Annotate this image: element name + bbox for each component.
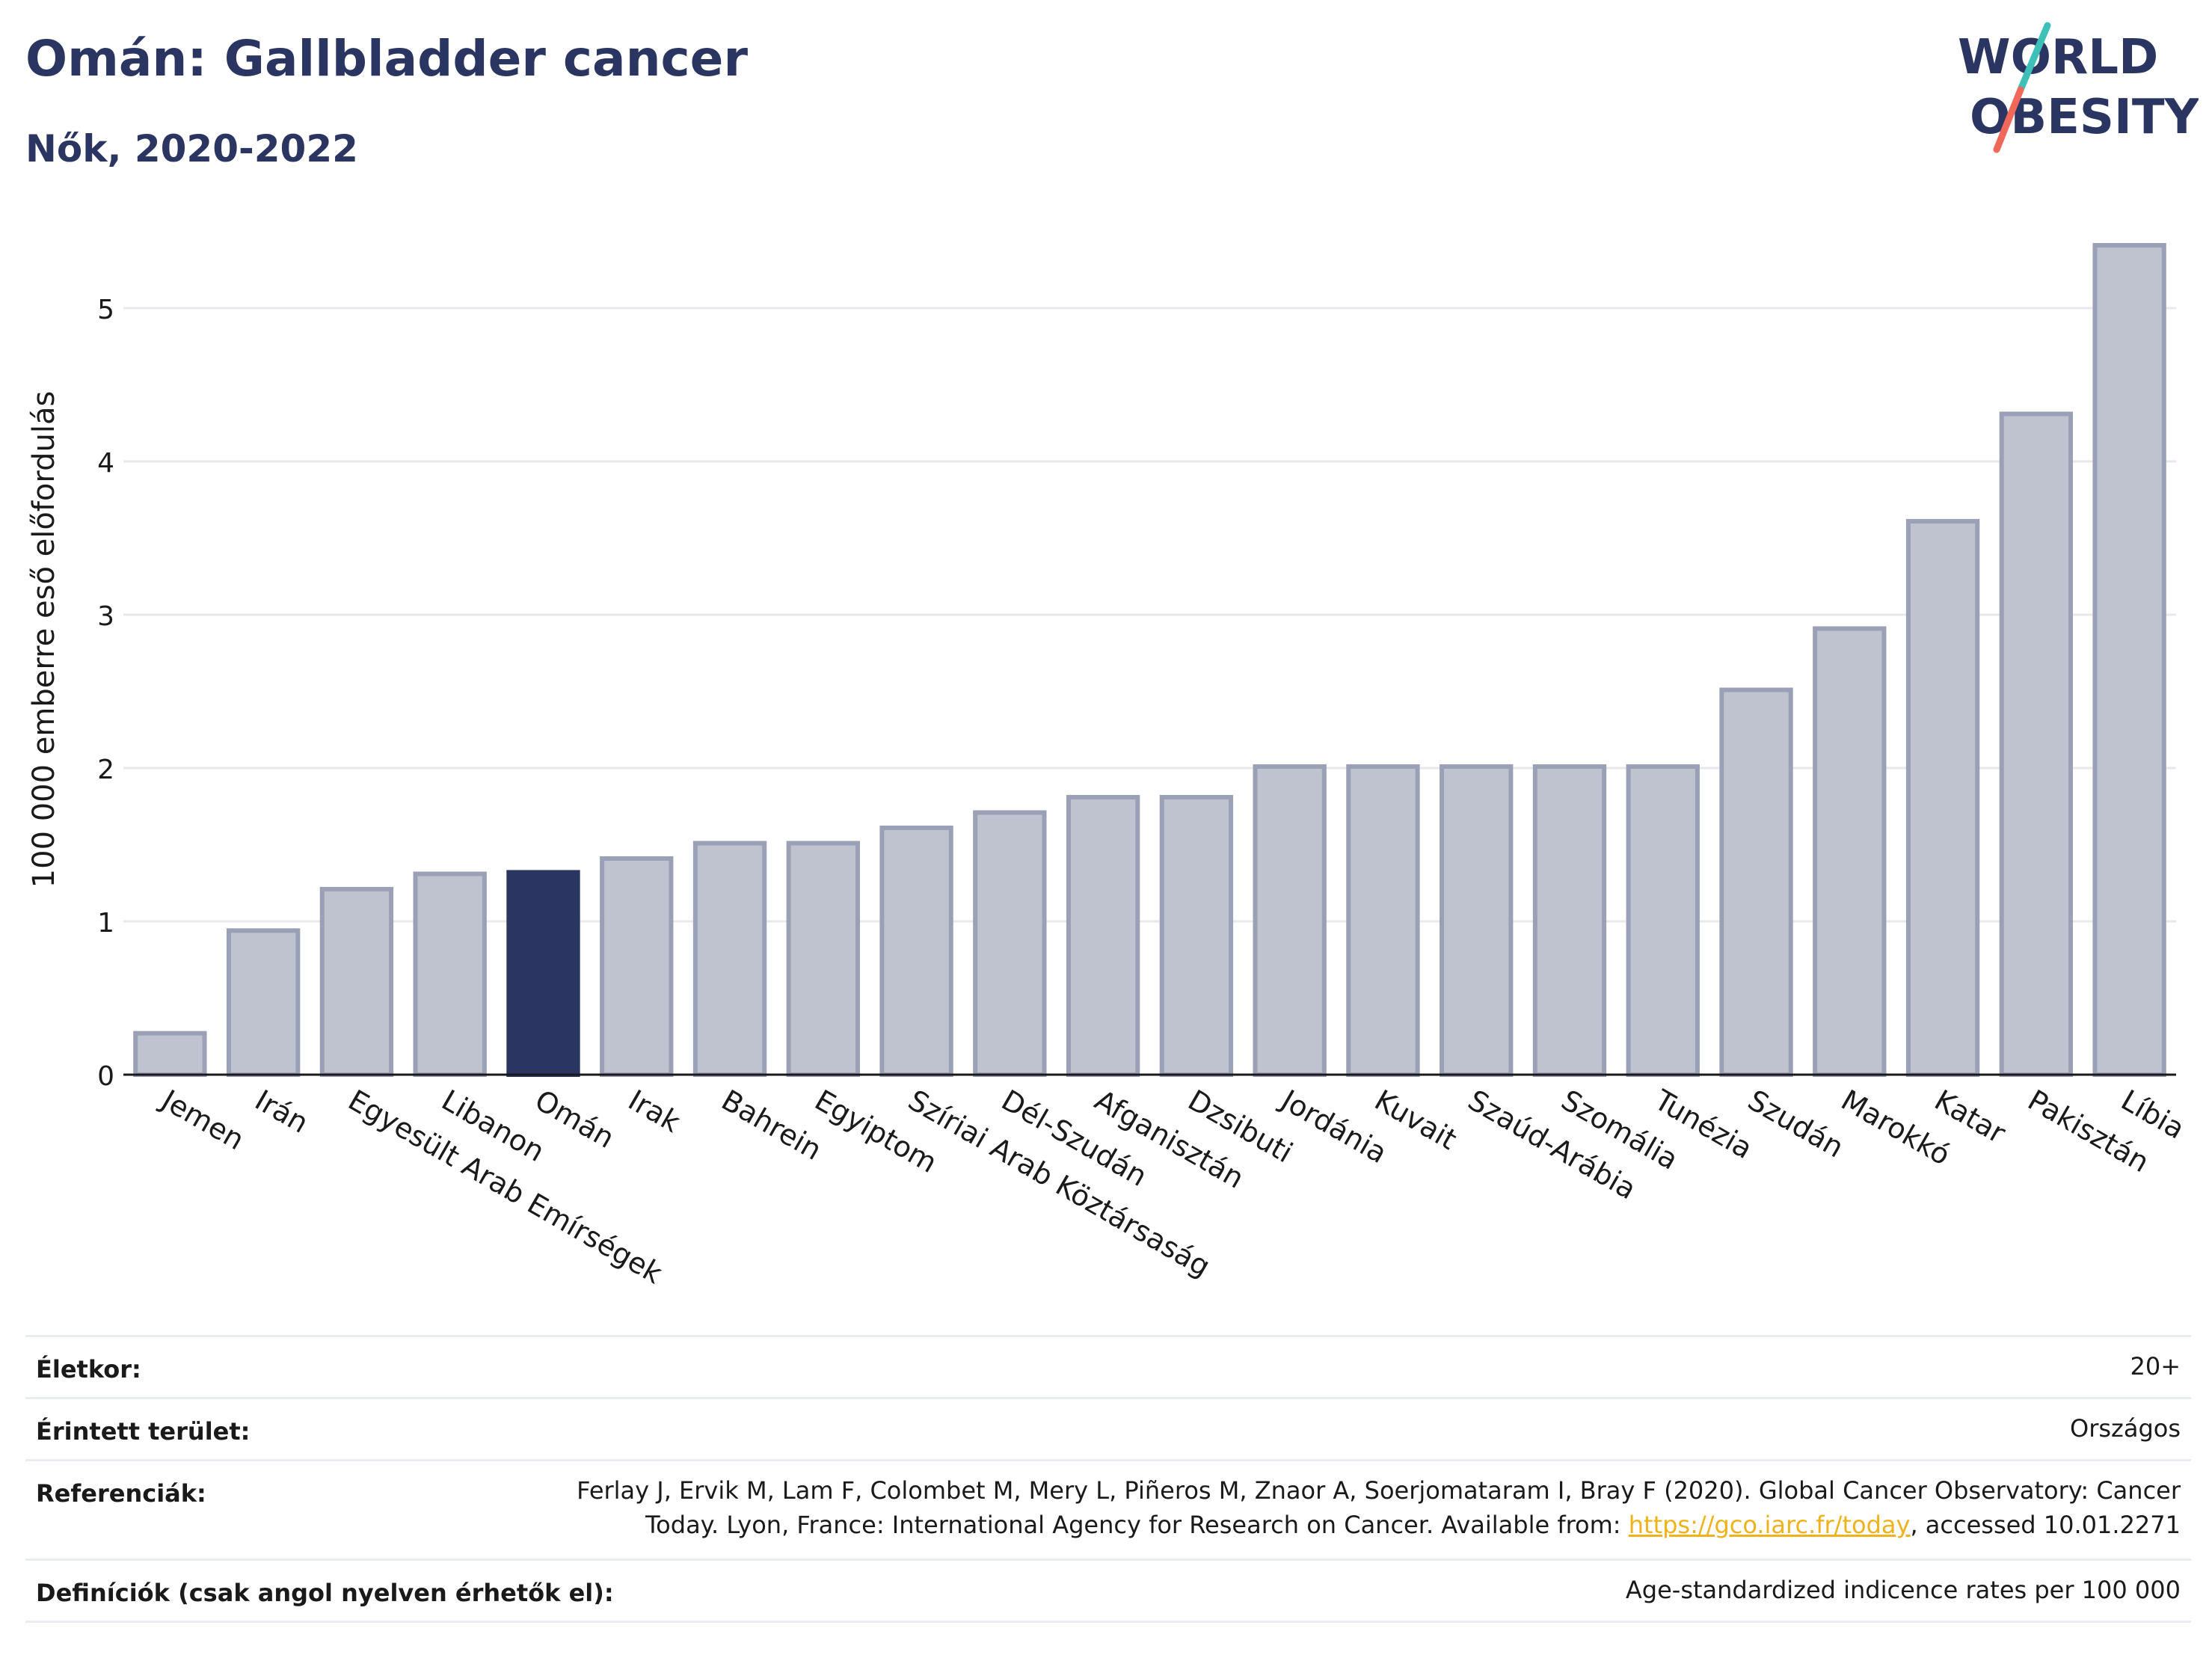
logo-slash-bottom bbox=[1993, 86, 2024, 153]
x-tick-label: Jordánia bbox=[1274, 1083, 1392, 1170]
y-tick-label: 3 bbox=[97, 601, 114, 632]
info-row-area: Érintett terület: Országos bbox=[25, 1397, 2191, 1459]
bar-4 bbox=[506, 870, 580, 1078]
bar-21 bbox=[2092, 242, 2166, 1078]
x-tick-label: Szudán bbox=[1742, 1084, 1849, 1164]
bar-0 bbox=[133, 1031, 207, 1078]
x-tick-label: Jemen bbox=[155, 1083, 250, 1157]
info-row-definitions: Definíciók (csak angol nyelven érhetők e… bbox=[25, 1559, 2191, 1623]
reference-line-2: Today. Lyon, France: International Agenc… bbox=[577, 1508, 2181, 1542]
y-tick-label: 5 bbox=[97, 295, 114, 325]
info-label-area: Érintett terület: bbox=[36, 1417, 251, 1446]
chart-title: Omán: Gallbladder cancer bbox=[25, 30, 748, 87]
info-value-references: Ferlay J, Ervik M, Lam F, Colombet M, Me… bbox=[577, 1473, 2181, 1542]
bar-16 bbox=[1626, 764, 1700, 1077]
info-value-definitions: Age-standardized indicence rates per 100… bbox=[1625, 1576, 2181, 1604]
reference-text-pre: Today. Lyon, France: International Agenc… bbox=[645, 1511, 1629, 1539]
y-tick-label: 4 bbox=[97, 448, 114, 479]
bar-8 bbox=[879, 825, 953, 1077]
bar-1 bbox=[226, 928, 301, 1078]
world-obesity-logo: WORLD OBESITY bbox=[1958, 22, 2199, 153]
bar-14 bbox=[1440, 764, 1514, 1077]
x-tick-label: Irak bbox=[623, 1084, 686, 1139]
reference-text-post: , accessed 10.01.2271 bbox=[1910, 1511, 2181, 1539]
chart-subtitle: Nők, 2020-2022 bbox=[25, 127, 358, 171]
bar-2 bbox=[319, 886, 394, 1077]
bar-19 bbox=[1905, 518, 1980, 1077]
logo-slash-top bbox=[2017, 22, 2051, 93]
bar-18 bbox=[1813, 626, 1887, 1077]
bar-17 bbox=[1719, 687, 1793, 1077]
reference-line-1: Ferlay J, Ervik M, Lam F, Colombet M, Me… bbox=[577, 1476, 2181, 1505]
bar-5 bbox=[600, 856, 674, 1077]
bar-6 bbox=[692, 841, 767, 1077]
bar-15 bbox=[1532, 764, 1607, 1077]
bar-12 bbox=[1253, 764, 1327, 1077]
info-label-references: Referenciák: bbox=[36, 1479, 206, 1508]
y-axis-label: 100 000 emberre eső előfordulás bbox=[27, 391, 61, 888]
x-tick-label: Irán bbox=[250, 1084, 314, 1140]
info-label-age: Életkor: bbox=[36, 1355, 141, 1384]
bar-11 bbox=[1159, 794, 1234, 1077]
info-value-age: 20+ bbox=[2130, 1352, 2181, 1381]
info-row-references: Referenciák: Ferlay J, Ervik M, Lam F, C… bbox=[25, 1459, 2191, 1559]
info-row-age: Életkor: 20+ bbox=[25, 1335, 2191, 1397]
bar-10 bbox=[1066, 794, 1140, 1077]
bars bbox=[133, 242, 2166, 1078]
bar-3 bbox=[413, 871, 487, 1077]
reference-link[interactable]: https://gco.iarc.fr/today bbox=[1628, 1511, 1911, 1539]
info-label-definitions: Definíciók (csak angol nyelven érhetők e… bbox=[36, 1579, 614, 1607]
bar-20 bbox=[1999, 411, 2074, 1077]
x-tick-label: Bahrein bbox=[716, 1084, 828, 1167]
bar-7 bbox=[786, 841, 860, 1077]
bar-9 bbox=[973, 810, 1047, 1077]
logo-word-world: WORLD bbox=[1958, 30, 2158, 85]
y-tick-label: 2 bbox=[97, 755, 114, 785]
info-value-area: Országos bbox=[2070, 1414, 2181, 1443]
y-tick-label: 0 bbox=[97, 1061, 114, 1092]
y-tick-label: 1 bbox=[97, 908, 114, 939]
bar-13 bbox=[1346, 764, 1420, 1077]
